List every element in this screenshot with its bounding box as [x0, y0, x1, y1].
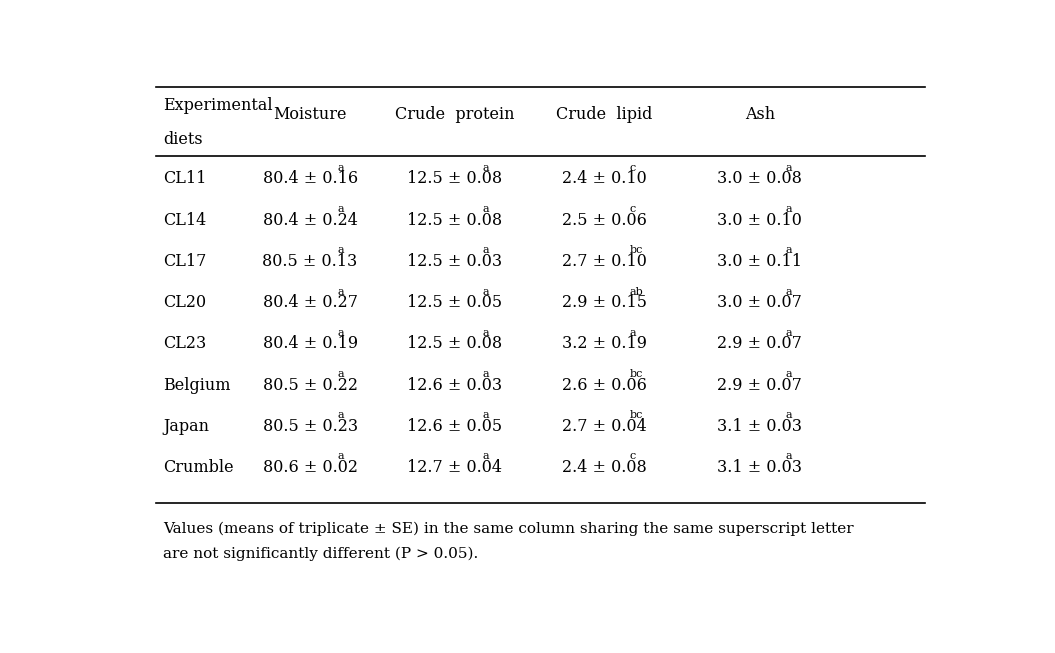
Text: a: a: [785, 328, 792, 338]
Text: 3.0 ± 0.07: 3.0 ± 0.07: [717, 294, 802, 311]
Text: CL14: CL14: [162, 212, 206, 229]
Text: 12.5 ± 0.05: 12.5 ± 0.05: [407, 294, 502, 311]
Text: a: a: [338, 328, 344, 338]
Text: a: a: [785, 246, 792, 255]
Text: a: a: [482, 369, 490, 379]
Text: Moisture: Moisture: [273, 106, 347, 123]
Text: 80.4 ± 0.16: 80.4 ± 0.16: [263, 170, 358, 187]
Text: 12.5 ± 0.08: 12.5 ± 0.08: [407, 212, 502, 229]
Text: diets: diets: [162, 131, 203, 148]
Text: a: a: [482, 163, 490, 173]
Text: 2.9 ± 0.07: 2.9 ± 0.07: [717, 336, 802, 353]
Text: 3.2 ± 0.19: 3.2 ± 0.19: [562, 336, 647, 353]
Text: Crude  lipid: Crude lipid: [556, 106, 653, 123]
Text: c: c: [630, 204, 636, 214]
Text: a: a: [482, 451, 490, 462]
Text: a: a: [785, 410, 792, 421]
Text: a: a: [785, 287, 792, 296]
Text: a: a: [338, 204, 344, 214]
Text: 3.0 ± 0.10: 3.0 ± 0.10: [717, 212, 802, 229]
Text: 12.5 ± 0.08: 12.5 ± 0.08: [407, 336, 502, 353]
Text: a: a: [482, 204, 490, 214]
Text: CL20: CL20: [162, 294, 206, 311]
Text: a: a: [338, 410, 344, 421]
Text: a: a: [338, 369, 344, 379]
Text: Experimental: Experimental: [162, 97, 272, 114]
Text: a: a: [338, 451, 344, 462]
Text: a: a: [785, 204, 792, 214]
Text: Values (means of triplicate ± SE) in the same column sharing the same superscrip: Values (means of triplicate ± SE) in the…: [162, 522, 853, 536]
Text: CL17: CL17: [162, 253, 207, 270]
Text: bc: bc: [630, 246, 644, 255]
Text: 12.6 ± 0.03: 12.6 ± 0.03: [407, 377, 502, 394]
Text: CL23: CL23: [162, 336, 206, 353]
Text: 2.6 ± 0.06: 2.6 ± 0.06: [562, 377, 647, 394]
Text: 80.4 ± 0.24: 80.4 ± 0.24: [263, 212, 358, 229]
Text: are not significantly different (P > 0.05).: are not significantly different (P > 0.0…: [162, 547, 478, 562]
Text: 12.6 ± 0.05: 12.6 ± 0.05: [407, 418, 502, 435]
Text: Ash: Ash: [745, 106, 774, 123]
Text: Belgium: Belgium: [162, 377, 230, 394]
Text: 12.5 ± 0.08: 12.5 ± 0.08: [407, 170, 502, 187]
Text: 12.7 ± 0.04: 12.7 ± 0.04: [407, 459, 502, 476]
Text: CL11: CL11: [162, 170, 207, 187]
Text: 80.5 ± 0.23: 80.5 ± 0.23: [263, 418, 358, 435]
Text: 2.9 ± 0.07: 2.9 ± 0.07: [717, 377, 802, 394]
Text: 2.4 ± 0.10: 2.4 ± 0.10: [562, 170, 647, 187]
Text: a: a: [338, 163, 344, 173]
Text: a: a: [785, 451, 792, 462]
Text: 80.4 ± 0.27: 80.4 ± 0.27: [263, 294, 358, 311]
Text: 2.9 ± 0.15: 2.9 ± 0.15: [562, 294, 647, 311]
Text: Crude  protein: Crude protein: [395, 106, 515, 123]
Text: a: a: [338, 246, 344, 255]
Text: a: a: [482, 287, 490, 296]
Text: 12.5 ± 0.03: 12.5 ± 0.03: [407, 253, 502, 270]
Text: 3.0 ± 0.11: 3.0 ± 0.11: [717, 253, 802, 270]
Text: 2.5 ± 0.06: 2.5 ± 0.06: [562, 212, 647, 229]
Text: a: a: [338, 287, 344, 296]
Text: 80.5 ± 0.22: 80.5 ± 0.22: [263, 377, 358, 394]
Text: 80.4 ± 0.19: 80.4 ± 0.19: [263, 336, 358, 353]
Text: 3.1 ± 0.03: 3.1 ± 0.03: [717, 459, 802, 476]
Text: 2.7 ± 0.04: 2.7 ± 0.04: [562, 418, 647, 435]
Text: a: a: [630, 328, 636, 338]
Text: c: c: [630, 451, 636, 462]
Text: ab: ab: [630, 287, 644, 296]
Text: a: a: [482, 246, 490, 255]
Text: 80.6 ± 0.02: 80.6 ± 0.02: [263, 459, 358, 476]
Text: c: c: [630, 163, 636, 173]
Text: 3.0 ± 0.08: 3.0 ± 0.08: [717, 170, 802, 187]
Text: 2.7 ± 0.10: 2.7 ± 0.10: [562, 253, 647, 270]
Text: bc: bc: [630, 410, 644, 421]
Text: bc: bc: [630, 369, 644, 379]
Text: Japan: Japan: [162, 418, 209, 435]
Text: 2.4 ± 0.08: 2.4 ± 0.08: [562, 459, 647, 476]
Text: 3.1 ± 0.03: 3.1 ± 0.03: [717, 418, 802, 435]
Text: a: a: [482, 328, 490, 338]
Text: a: a: [785, 163, 792, 173]
Text: a: a: [785, 369, 792, 379]
Text: 80.5 ± 0.13: 80.5 ± 0.13: [263, 253, 358, 270]
Text: a: a: [482, 410, 490, 421]
Text: Crumble: Crumble: [162, 459, 233, 476]
